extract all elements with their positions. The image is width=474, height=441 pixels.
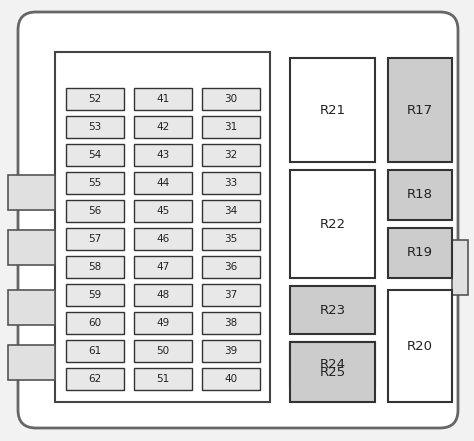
Text: 57: 57 (88, 234, 101, 244)
Bar (134, 284, 192, 306)
Bar (290, 170, 375, 278)
Bar (388, 170, 452, 220)
Bar (202, 228, 260, 250)
Text: R22: R22 (319, 217, 346, 231)
Bar (290, 342, 375, 402)
Bar (202, 116, 260, 138)
Bar (8, 345, 55, 380)
Text: 62: 62 (88, 374, 101, 384)
Bar (66, 172, 124, 194)
Bar (66, 200, 124, 222)
Bar (134, 200, 192, 222)
Bar (8, 175, 55, 210)
Text: 60: 60 (89, 318, 101, 328)
Bar (66, 144, 124, 166)
Text: 50: 50 (156, 346, 170, 356)
Text: R25: R25 (319, 366, 346, 378)
Text: R23: R23 (319, 303, 346, 317)
Text: 40: 40 (224, 374, 237, 384)
Text: 43: 43 (156, 150, 170, 160)
Text: 41: 41 (156, 94, 170, 104)
Text: 59: 59 (88, 290, 101, 300)
Text: 48: 48 (156, 290, 170, 300)
Bar (388, 58, 452, 162)
Text: 49: 49 (156, 318, 170, 328)
Text: 34: 34 (224, 206, 237, 216)
Bar (134, 116, 192, 138)
Bar (134, 228, 192, 250)
Text: R20: R20 (407, 340, 433, 352)
Text: 42: 42 (156, 122, 170, 132)
Bar (134, 368, 192, 390)
Text: 58: 58 (88, 262, 101, 272)
Bar (66, 116, 124, 138)
Text: 38: 38 (224, 318, 237, 328)
Bar (388, 228, 452, 278)
Bar (202, 368, 260, 390)
Text: R18: R18 (407, 188, 433, 202)
Bar (134, 256, 192, 278)
Bar (202, 312, 260, 334)
Bar (66, 228, 124, 250)
Text: 55: 55 (88, 178, 101, 188)
Bar (66, 368, 124, 390)
Text: 33: 33 (224, 178, 237, 188)
Bar (134, 144, 192, 166)
Text: 44: 44 (156, 178, 170, 188)
Text: 52: 52 (88, 94, 101, 104)
Text: 61: 61 (88, 346, 101, 356)
FancyBboxPatch shape (18, 12, 458, 428)
Bar (66, 256, 124, 278)
Bar (55, 52, 270, 402)
Bar (290, 286, 375, 334)
Bar (202, 200, 260, 222)
Bar (66, 88, 124, 110)
Bar (388, 290, 452, 402)
Bar (290, 342, 375, 386)
Bar (8, 230, 55, 265)
Text: 46: 46 (156, 234, 170, 244)
Bar (134, 312, 192, 334)
Bar (134, 340, 192, 362)
Text: 36: 36 (224, 262, 237, 272)
Bar (202, 88, 260, 110)
Text: 31: 31 (224, 122, 237, 132)
Bar (134, 88, 192, 110)
Bar (202, 172, 260, 194)
Text: 37: 37 (224, 290, 237, 300)
Bar (8, 290, 55, 325)
Bar (290, 58, 375, 162)
Bar (66, 284, 124, 306)
Text: R21: R21 (319, 104, 346, 116)
Bar (202, 256, 260, 278)
Text: R24: R24 (319, 358, 346, 370)
Text: 56: 56 (88, 206, 101, 216)
Text: 45: 45 (156, 206, 170, 216)
Text: 47: 47 (156, 262, 170, 272)
Text: 53: 53 (88, 122, 101, 132)
Bar (134, 172, 192, 194)
Bar (66, 340, 124, 362)
Text: R17: R17 (407, 104, 433, 116)
Bar (66, 312, 124, 334)
Bar (452, 240, 468, 295)
Text: 30: 30 (224, 94, 237, 104)
Bar (202, 340, 260, 362)
Bar (202, 284, 260, 306)
Text: R19: R19 (407, 247, 433, 259)
Text: 35: 35 (224, 234, 237, 244)
Text: 32: 32 (224, 150, 237, 160)
Text: 54: 54 (88, 150, 101, 160)
Text: 51: 51 (156, 374, 170, 384)
Bar (202, 144, 260, 166)
Text: 39: 39 (224, 346, 237, 356)
